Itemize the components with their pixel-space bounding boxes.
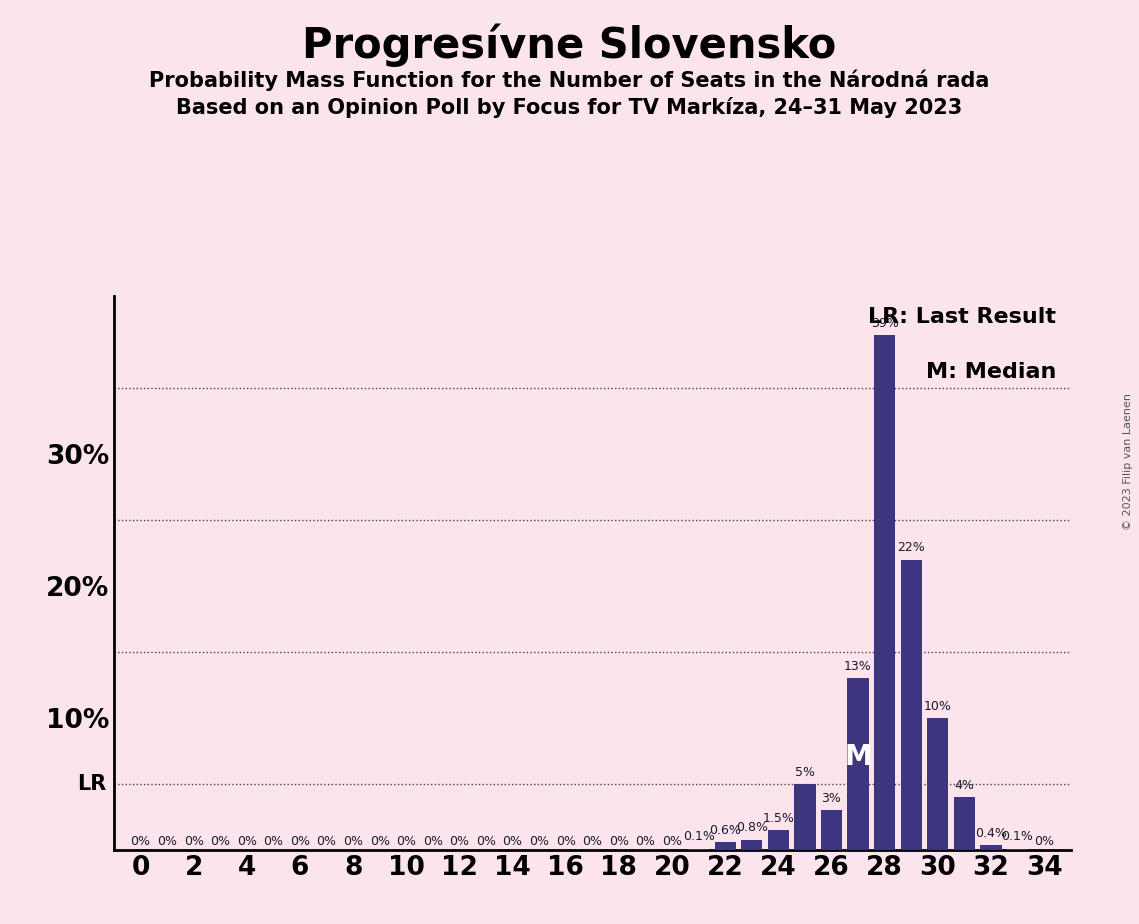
Bar bbox=[927, 718, 949, 850]
Text: 0%: 0% bbox=[370, 835, 390, 848]
Text: 0%: 0% bbox=[211, 835, 230, 848]
Text: 3%: 3% bbox=[821, 792, 842, 805]
Text: 0%: 0% bbox=[502, 835, 523, 848]
Bar bbox=[714, 842, 736, 850]
Text: 0%: 0% bbox=[423, 835, 443, 848]
Text: 0%: 0% bbox=[476, 835, 495, 848]
Text: Based on an Opinion Poll by Focus for TV Markíza, 24–31 May 2023: Based on an Opinion Poll by Focus for TV… bbox=[177, 97, 962, 118]
Text: 0%: 0% bbox=[290, 835, 310, 848]
Bar bbox=[688, 849, 710, 850]
Text: Progresívne Slovensko: Progresívne Slovensko bbox=[302, 23, 837, 67]
Text: 0%: 0% bbox=[582, 835, 603, 848]
Bar bbox=[874, 335, 895, 850]
Text: Probability Mass Function for the Number of Seats in the Národná rada: Probability Mass Function for the Number… bbox=[149, 69, 990, 91]
Text: M: Median: M: Median bbox=[926, 362, 1056, 383]
Bar bbox=[901, 560, 921, 850]
Text: 0%: 0% bbox=[450, 835, 469, 848]
Bar bbox=[953, 797, 975, 850]
Text: 0.8%: 0.8% bbox=[736, 821, 768, 834]
Text: 4%: 4% bbox=[954, 779, 974, 792]
Text: 22%: 22% bbox=[898, 541, 925, 554]
Text: 0%: 0% bbox=[636, 835, 655, 848]
Text: 0%: 0% bbox=[662, 835, 682, 848]
Bar bbox=[821, 810, 842, 850]
Text: 1.5%: 1.5% bbox=[762, 812, 794, 825]
Text: © 2023 Filip van Laenen: © 2023 Filip van Laenen bbox=[1123, 394, 1133, 530]
Text: 0%: 0% bbox=[609, 835, 629, 848]
Text: 0%: 0% bbox=[396, 835, 416, 848]
Text: 0%: 0% bbox=[556, 835, 575, 848]
Text: 0%: 0% bbox=[317, 835, 336, 848]
Text: LR: LR bbox=[76, 774, 106, 794]
Text: M: M bbox=[844, 743, 871, 771]
Text: 0.4%: 0.4% bbox=[975, 827, 1007, 840]
Text: 0%: 0% bbox=[183, 835, 204, 848]
Text: 0%: 0% bbox=[1034, 835, 1054, 848]
Text: 0%: 0% bbox=[131, 835, 150, 848]
Bar bbox=[768, 831, 789, 850]
Text: 0.6%: 0.6% bbox=[710, 824, 741, 837]
Bar bbox=[794, 784, 816, 850]
Bar bbox=[741, 840, 762, 850]
Text: 5%: 5% bbox=[795, 766, 814, 779]
Text: 10%: 10% bbox=[924, 699, 952, 712]
Text: 39%: 39% bbox=[870, 317, 899, 330]
Text: LR: Last Result: LR: Last Result bbox=[868, 307, 1056, 327]
Bar bbox=[981, 845, 1001, 850]
Text: 13%: 13% bbox=[844, 661, 872, 674]
Text: 0.1%: 0.1% bbox=[1001, 831, 1033, 844]
Bar bbox=[847, 678, 869, 850]
Text: 0.1%: 0.1% bbox=[682, 831, 714, 844]
Text: 0%: 0% bbox=[263, 835, 284, 848]
Text: 0%: 0% bbox=[343, 835, 363, 848]
Text: 0%: 0% bbox=[157, 835, 177, 848]
Bar bbox=[1007, 849, 1029, 850]
Text: 0%: 0% bbox=[237, 835, 256, 848]
Text: 0%: 0% bbox=[530, 835, 549, 848]
